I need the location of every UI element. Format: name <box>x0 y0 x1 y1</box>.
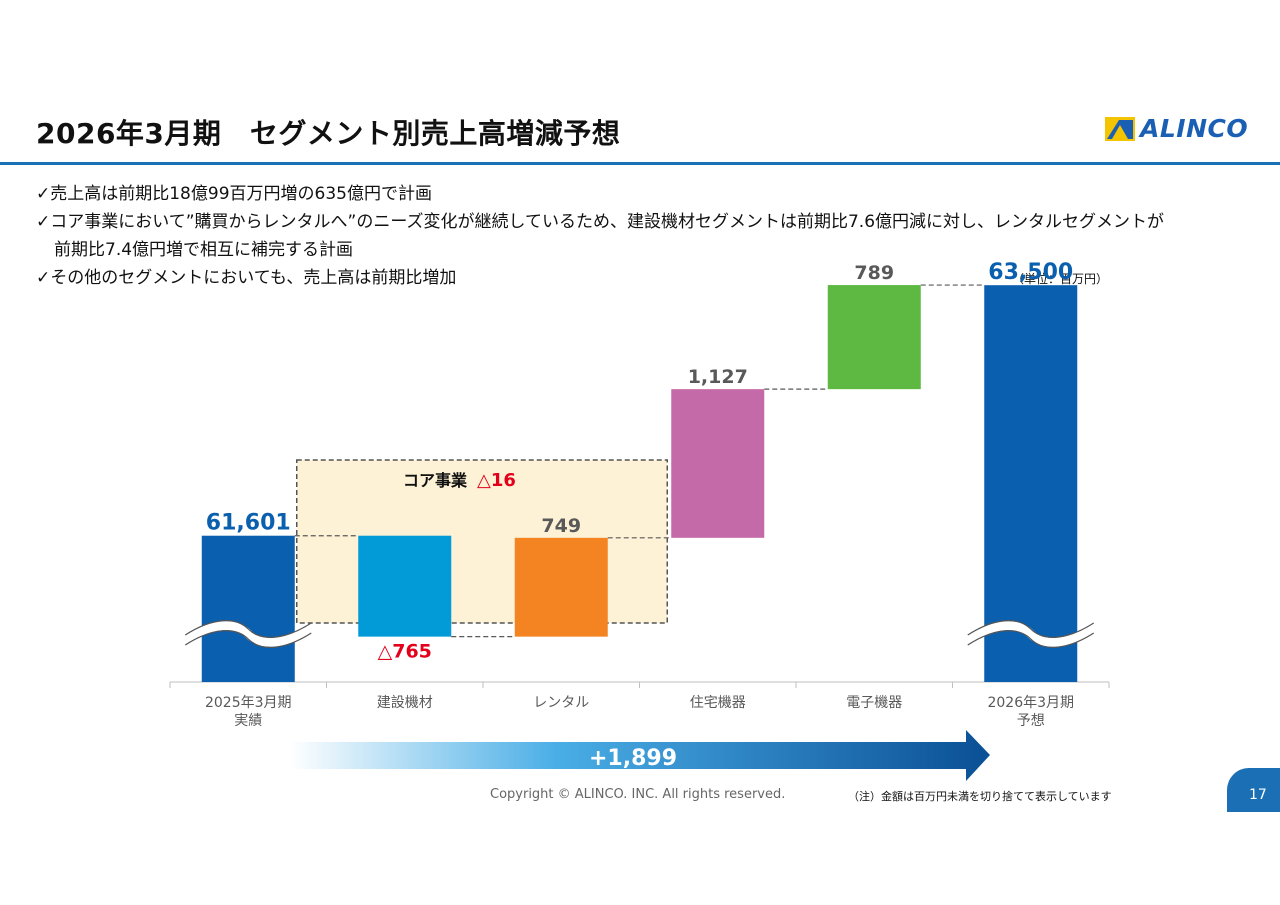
bar-segment <box>358 535 452 637</box>
logo-text: ALINCO <box>1140 114 1249 143</box>
axis-break-line <box>184 630 312 648</box>
page-number: 17 <box>1227 768 1280 812</box>
unit-note: （単位：百万円） <box>1012 272 1109 286</box>
logo-mark-icon <box>1105 117 1135 141</box>
bar-total <box>984 285 1078 682</box>
core-business-value: △16 <box>477 470 516 491</box>
x-tick-label: レンタル <box>533 695 589 711</box>
x-tick-label: 電子機器 <box>846 695 902 711</box>
bullet-line: 前期比7.4億円増で相互に補完する計画 <box>54 240 354 260</box>
x-tick-label: 予想 <box>1017 713 1045 729</box>
x-tick-label: 実績 <box>234 713 262 729</box>
axis-break-gap <box>965 621 1097 647</box>
bullet-item: ✓コア事業において”購買からレンタルへ”のニーズ変化が継続しているため、建設機材… <box>36 208 1164 264</box>
bullet-item: ✓その他のセグメントにおいても、売上高は前期比増加 <box>36 264 1164 292</box>
data-label: 63,500 <box>988 260 1073 285</box>
bullet-line: ✓コア事業において”購買からレンタルへ”のニーズ変化が継続しているため、建設機材… <box>36 212 1165 232</box>
page-number-label: 17 <box>1249 787 1267 803</box>
copyright-text: Copyright © ALINCO. INC. All rights rese… <box>490 787 786 802</box>
bar-segment <box>514 537 608 637</box>
core-business-title: コア事業 <box>403 471 468 490</box>
data-label: 61,601 <box>206 511 291 536</box>
x-tick-label: 2025年3月期 <box>205 695 292 711</box>
bullet-line: ✓その他のセグメントにおいても、売上高は前期比増加 <box>36 268 457 288</box>
footnote: （注）金額は百万円未満を切り捨てて表示しています <box>848 790 1112 803</box>
x-tick-label: 住宅機器 <box>690 695 746 711</box>
page-title: 2026年3月期 セグメント別売上高増減予想 <box>36 117 621 150</box>
data-label: 749 <box>541 515 581 537</box>
x-tick-label: 建設機材 <box>377 695 433 711</box>
bar-segment <box>827 285 921 390</box>
x-tick-label: 2026年3月期 <box>987 695 1074 711</box>
axis-break-line <box>967 620 1095 638</box>
axis-break-line <box>967 630 1095 648</box>
axis-break-line <box>184 620 312 638</box>
data-label: 789 <box>854 262 894 284</box>
axis-break-gap <box>182 621 314 647</box>
title-divider <box>0 162 1280 165</box>
total-change-label: +1,899 <box>589 746 677 771</box>
total-change-arrow <box>290 730 990 781</box>
bar-total <box>201 535 295 682</box>
bar-segment <box>671 389 765 538</box>
data-label: △765 <box>378 641 432 663</box>
bullet-line: ✓売上高は前期比18億99百万円増の635億円で計画 <box>36 184 432 204</box>
bullet-list: ✓売上高は前期比18億99百万円増の635億円で計画 ✓コア事業において”購買か… <box>36 180 1164 292</box>
data-label: 1,127 <box>688 366 748 388</box>
bullet-item: ✓売上高は前期比18億99百万円増の635億円で計画 <box>36 180 1164 208</box>
